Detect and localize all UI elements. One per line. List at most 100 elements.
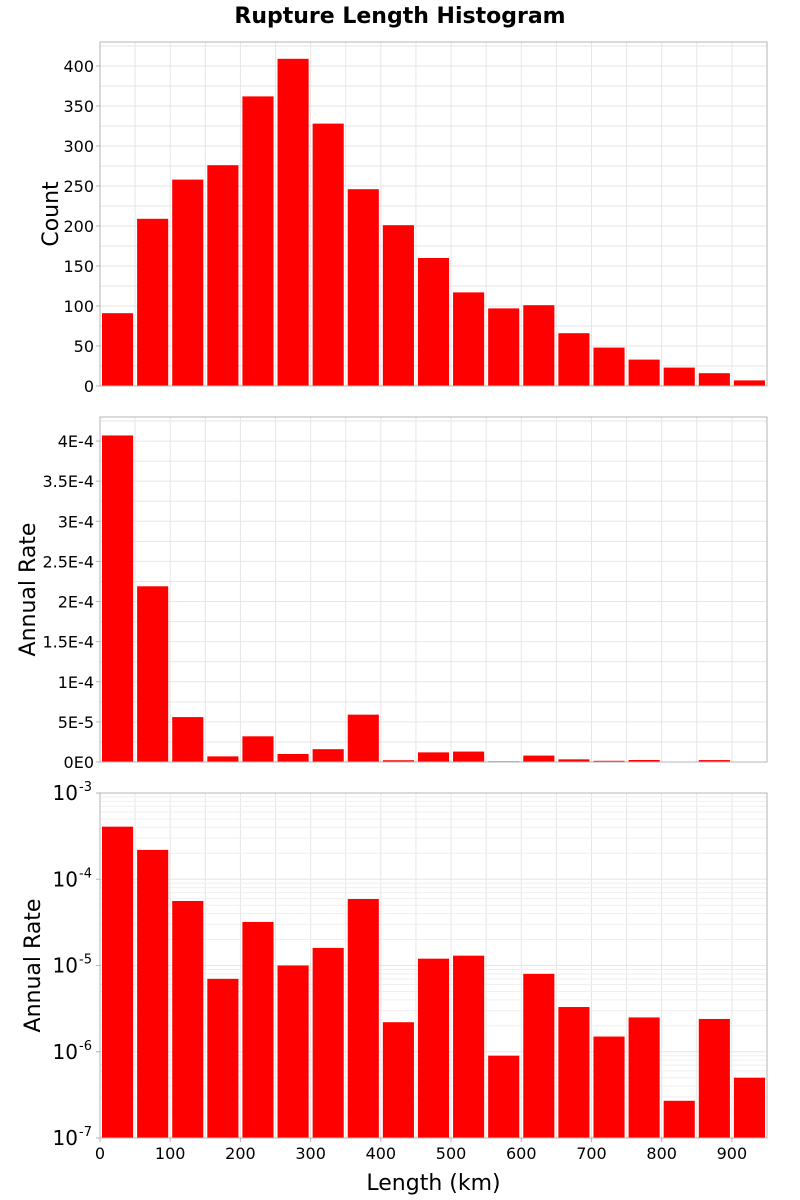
- count-histogram-panel: 0 50 100 150 200 250 300 350 400: [63, 41, 768, 396]
- y-tick-label: 0: [84, 377, 94, 396]
- bar: [382, 1022, 414, 1138]
- x-tick-label: 700: [576, 1144, 607, 1163]
- bar: [207, 165, 239, 386]
- bar: [417, 752, 450, 762]
- bar: [277, 58, 309, 387]
- bar: [558, 1007, 590, 1138]
- y-tick-exponent: -5: [79, 953, 92, 968]
- bar: [102, 435, 134, 762]
- bar: [382, 760, 414, 762]
- bar: [137, 586, 169, 762]
- plot-frame: [99, 41, 768, 387]
- bar: [453, 751, 485, 762]
- bar: [663, 367, 695, 386]
- bar: [102, 313, 134, 386]
- bar: [277, 965, 309, 1138]
- y-tick-label: 10: [53, 867, 78, 891]
- y-tick-label: 0E0: [64, 753, 94, 772]
- bar: [347, 189, 379, 386]
- length-axis-label: Length (km): [366, 1171, 500, 1196]
- bar: [382, 225, 414, 386]
- bar: [312, 123, 344, 386]
- x-tick-label: 100: [155, 1144, 186, 1163]
- bar: [277, 753, 309, 762]
- y-tick-label: 150: [63, 257, 94, 276]
- bar: [137, 849, 169, 1138]
- bar: [523, 973, 555, 1138]
- bar: [558, 759, 590, 762]
- y-tick-label: 400: [63, 57, 94, 76]
- annual-rate-log-panel: 10 -710 -610 -510 -410 -30 100 200 300 400 500 600 7…: [53, 780, 768, 1163]
- count-axis-label: Count: [39, 181, 64, 247]
- annual-rate-axis-label: Annual Rate: [16, 523, 41, 657]
- annual-rate-log-axis-label: Annual Rate: [21, 899, 46, 1033]
- bar: [172, 900, 204, 1138]
- bar: [137, 218, 169, 386]
- y-tick-label: 10: [53, 1040, 78, 1064]
- y-tick-label: 5E-5: [58, 713, 94, 732]
- annual-rate-linear-panel: 0E0 5E-5 1E-4 1.5E-4 2E-4 2.5E-4 3E-4 3.5E-4 4E-…: [42, 416, 768, 772]
- bar: [242, 96, 274, 387]
- y-tick-label: 350: [63, 97, 94, 116]
- y-tick-label: 1.5E-4: [42, 633, 94, 652]
- bar: [102, 826, 134, 1138]
- bar: [628, 359, 660, 386]
- bar: [698, 1018, 730, 1138]
- plot-frame: [99, 416, 768, 763]
- bar: [628, 759, 660, 762]
- y-tick-label: 10: [53, 1126, 78, 1150]
- bar: [593, 760, 625, 762]
- bar: [523, 755, 555, 762]
- x-tick-label: 200: [225, 1144, 256, 1163]
- bar: [558, 333, 590, 386]
- bar: [663, 1100, 695, 1138]
- x-tick-label: 800: [646, 1144, 677, 1163]
- bar: [417, 958, 450, 1138]
- y-tick-label: 4E-4: [58, 432, 94, 451]
- x-tick-label: 300: [295, 1144, 326, 1163]
- y-tick-label: 50: [74, 337, 94, 356]
- x-tick-label: 0: [95, 1144, 105, 1163]
- bar: [523, 305, 555, 386]
- bar: [207, 756, 239, 762]
- bar: [417, 258, 450, 386]
- y-tick-label: 250: [63, 177, 94, 196]
- y-tick-label: 300: [63, 137, 94, 156]
- y-tick-label: 10: [53, 954, 78, 978]
- y-tick-label: 1E-4: [58, 673, 94, 692]
- bar: [312, 947, 344, 1138]
- y-tick-exponent: -4: [79, 866, 92, 881]
- y-tick-exponent: -6: [79, 1039, 92, 1054]
- x-tick-label: 400: [366, 1144, 397, 1163]
- y-tick-label: 200: [63, 217, 94, 236]
- x-tick-label: 600: [506, 1144, 537, 1163]
- bar: [242, 921, 274, 1138]
- y-tick-label: 2E-4: [58, 593, 94, 612]
- bar: [312, 749, 344, 762]
- bar: [172, 179, 204, 386]
- y-tick-label: 2.5E-4: [42, 552, 94, 571]
- y-tick-label: 3.5E-4: [42, 472, 94, 491]
- bar: [593, 347, 625, 386]
- bar: [733, 1077, 765, 1138]
- x-tick-label: 900: [717, 1144, 748, 1163]
- bar: [733, 380, 765, 386]
- y-tick-label: 10: [53, 781, 78, 805]
- bar: [172, 717, 204, 762]
- bar: [593, 1036, 625, 1138]
- chart-title: Rupture Length Histogram: [234, 4, 565, 29]
- bar: [347, 714, 379, 762]
- bar: [242, 736, 274, 762]
- y-tick-label: 100: [63, 297, 94, 316]
- bar: [453, 292, 485, 386]
- bar: [488, 308, 520, 386]
- y-tick-label: 3E-4: [58, 512, 94, 531]
- bar: [698, 373, 730, 386]
- bar: [453, 955, 485, 1138]
- bar: [698, 760, 730, 762]
- x-tick-label: 500: [436, 1144, 467, 1163]
- y-tick-exponent: -3: [79, 780, 92, 795]
- plot-area: [100, 417, 767, 762]
- bar: [628, 1017, 660, 1138]
- y-tick-exponent: -7: [79, 1125, 92, 1140]
